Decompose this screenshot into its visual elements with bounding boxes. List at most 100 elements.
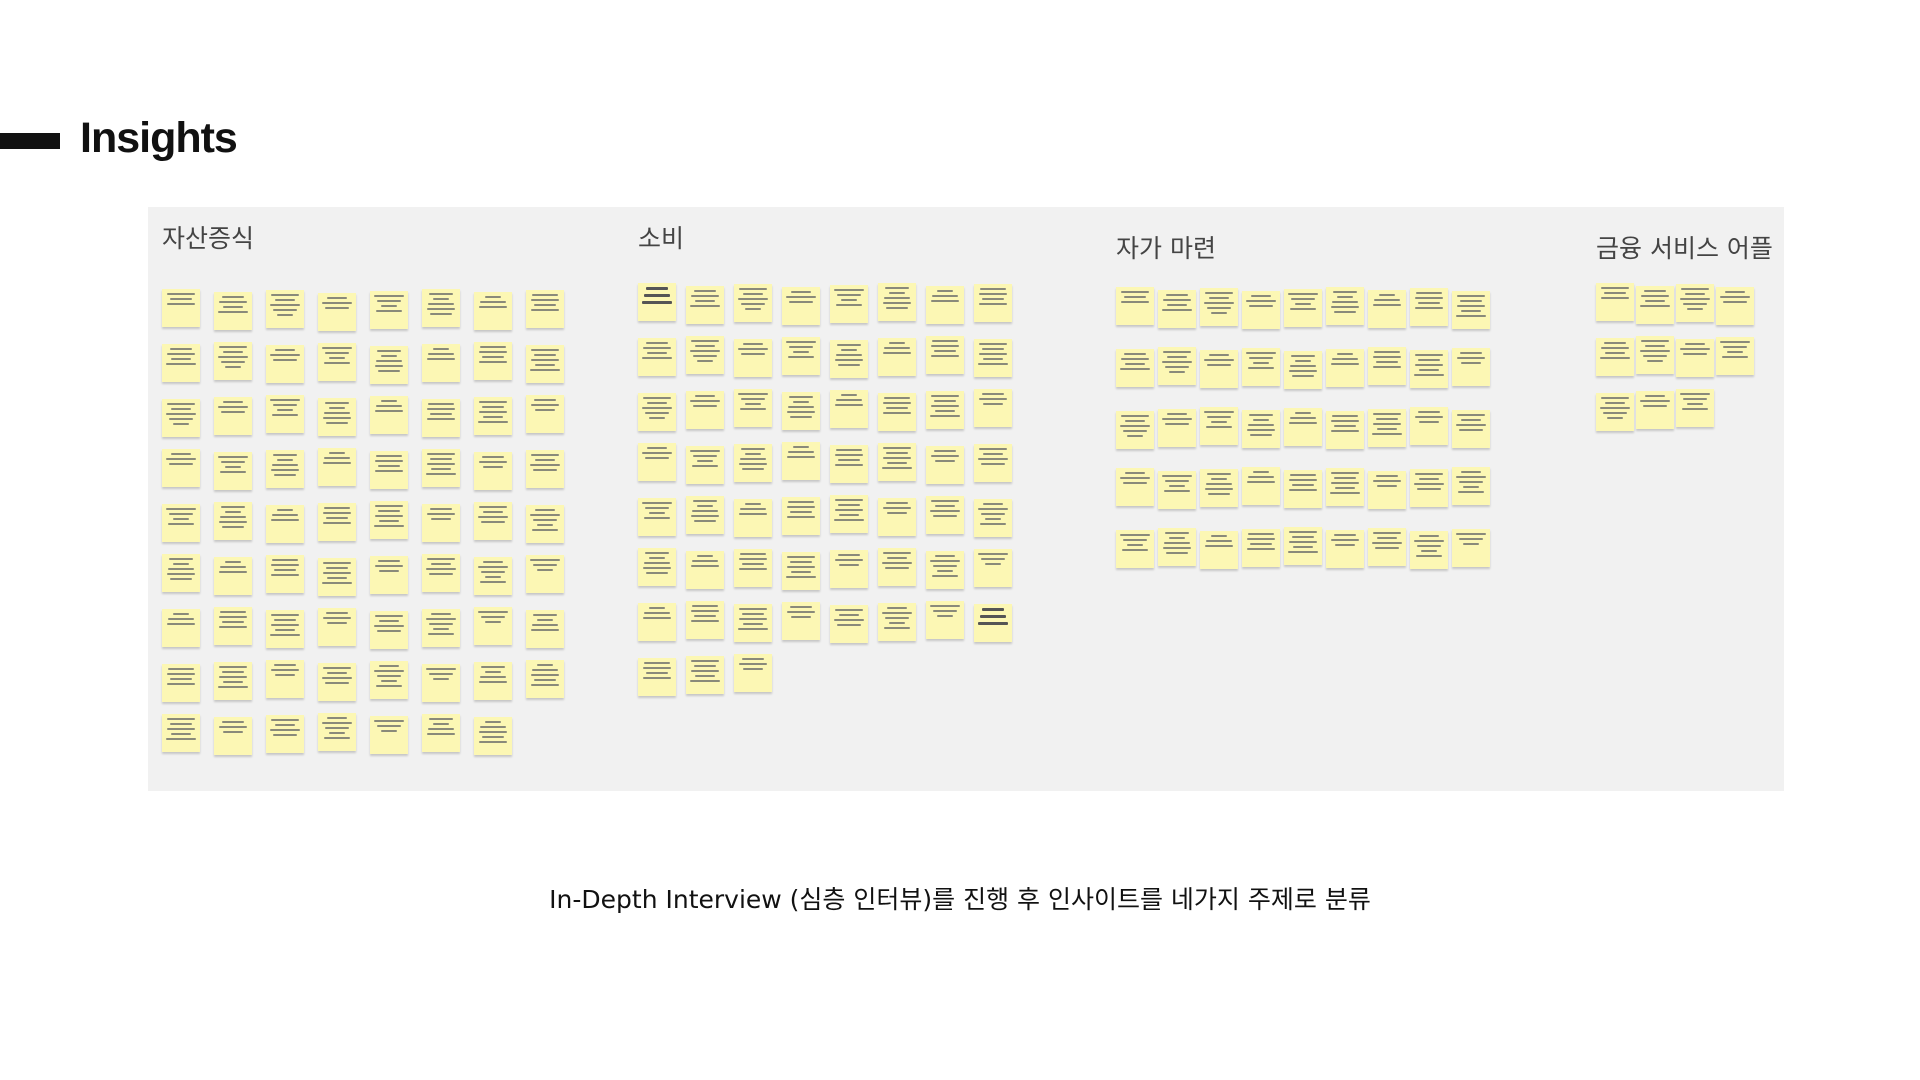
sticky-note [1452, 291, 1490, 329]
page-title: Insights [80, 114, 238, 162]
sticky-note [734, 549, 772, 587]
sticky-note [266, 715, 304, 753]
sticky-note [422, 609, 460, 647]
sticky-note [318, 713, 356, 751]
sticky-note [526, 660, 564, 698]
sticky-note [1116, 349, 1154, 387]
title-accent-bar [0, 133, 60, 149]
sticky-note [734, 604, 772, 642]
sticky-note [1284, 408, 1322, 446]
sticky-note [474, 342, 512, 380]
sticky-note [526, 395, 564, 433]
sticky-note [422, 664, 460, 702]
sticky-note [830, 550, 868, 588]
sticky-note [1410, 288, 1448, 326]
sticky-note [1326, 468, 1364, 506]
sticky-note [878, 443, 916, 481]
sticky-note [686, 391, 724, 429]
sticky-note [266, 395, 304, 433]
sticky-note [370, 661, 408, 699]
sticky-note [1284, 470, 1322, 508]
sticky-note [370, 291, 408, 329]
sticky-note [1158, 528, 1196, 566]
sticky-note [686, 656, 724, 694]
sticky-note [734, 654, 772, 692]
sticky-note [1452, 410, 1490, 448]
sticky-note [474, 662, 512, 700]
group-label-finance-app: 금융 서비스 어플 [1596, 234, 1773, 263]
sticky-note [162, 289, 200, 327]
sticky-note [926, 601, 964, 639]
sticky-note [474, 292, 512, 330]
sticky-note [1242, 291, 1280, 329]
sticky-note [878, 603, 916, 641]
sticky-note [1410, 350, 1448, 388]
sticky-note [638, 498, 676, 536]
sticky-note [474, 502, 512, 540]
sticky-note [1242, 529, 1280, 567]
sticky-note [1158, 471, 1196, 509]
sticky-note [162, 554, 200, 592]
sticky-note [422, 344, 460, 382]
sticky-note [878, 498, 916, 536]
sticky-note [266, 660, 304, 698]
sticky-note [370, 396, 408, 434]
sticky-note [878, 338, 916, 376]
sticky-note [214, 557, 252, 595]
sticky-note [638, 443, 676, 481]
sticky-note [162, 344, 200, 382]
sticky-note [782, 442, 820, 480]
sticky-note [1716, 337, 1754, 375]
sticky-note [162, 664, 200, 702]
sticky-note [266, 450, 304, 488]
sticky-note [782, 497, 820, 535]
sticky-note [1158, 290, 1196, 328]
sticky-note [214, 662, 252, 700]
sticky-note [1200, 350, 1238, 388]
sticky-note [214, 502, 252, 540]
sticky-note [370, 346, 408, 384]
sticky-note [638, 283, 676, 321]
sticky-note [318, 448, 356, 486]
sticky-note [1284, 351, 1322, 389]
sticky-note [1326, 349, 1364, 387]
sticky-note [1200, 407, 1238, 445]
sticky-note [474, 607, 512, 645]
sticky-note [830, 390, 868, 428]
sticky-note [370, 611, 408, 649]
sticky-note [422, 714, 460, 752]
sticky-note [422, 504, 460, 542]
sticky-note [1368, 290, 1406, 328]
sticky-note [782, 392, 820, 430]
sticky-note [370, 716, 408, 754]
sticky-note [266, 345, 304, 383]
sticky-note [422, 399, 460, 437]
sticky-note [370, 451, 408, 489]
sticky-note [214, 397, 252, 435]
sticky-note [526, 450, 564, 488]
sticky-note [474, 452, 512, 490]
sticky-note [734, 389, 772, 427]
sticky-note [526, 345, 564, 383]
sticky-note [638, 393, 676, 431]
sticky-note [1200, 531, 1238, 569]
sticky-note [878, 393, 916, 431]
sticky-note [1158, 347, 1196, 385]
sticky-note [370, 501, 408, 539]
sticky-note [526, 505, 564, 543]
sticky-note [878, 283, 916, 321]
sticky-note [1596, 283, 1634, 321]
sticky-note [318, 398, 356, 436]
sticky-note [162, 609, 200, 647]
sticky-note [162, 449, 200, 487]
sticky-note [1716, 287, 1754, 325]
sticky-note [734, 499, 772, 537]
sticky-note [1676, 284, 1714, 322]
sticky-note [526, 610, 564, 648]
sticky-note [318, 608, 356, 646]
group-label-home-ownership: 자가 마련 [1116, 234, 1216, 263]
sticky-note [974, 499, 1012, 537]
sticky-note [638, 603, 676, 641]
sticky-note [830, 340, 868, 378]
sticky-note [214, 292, 252, 330]
